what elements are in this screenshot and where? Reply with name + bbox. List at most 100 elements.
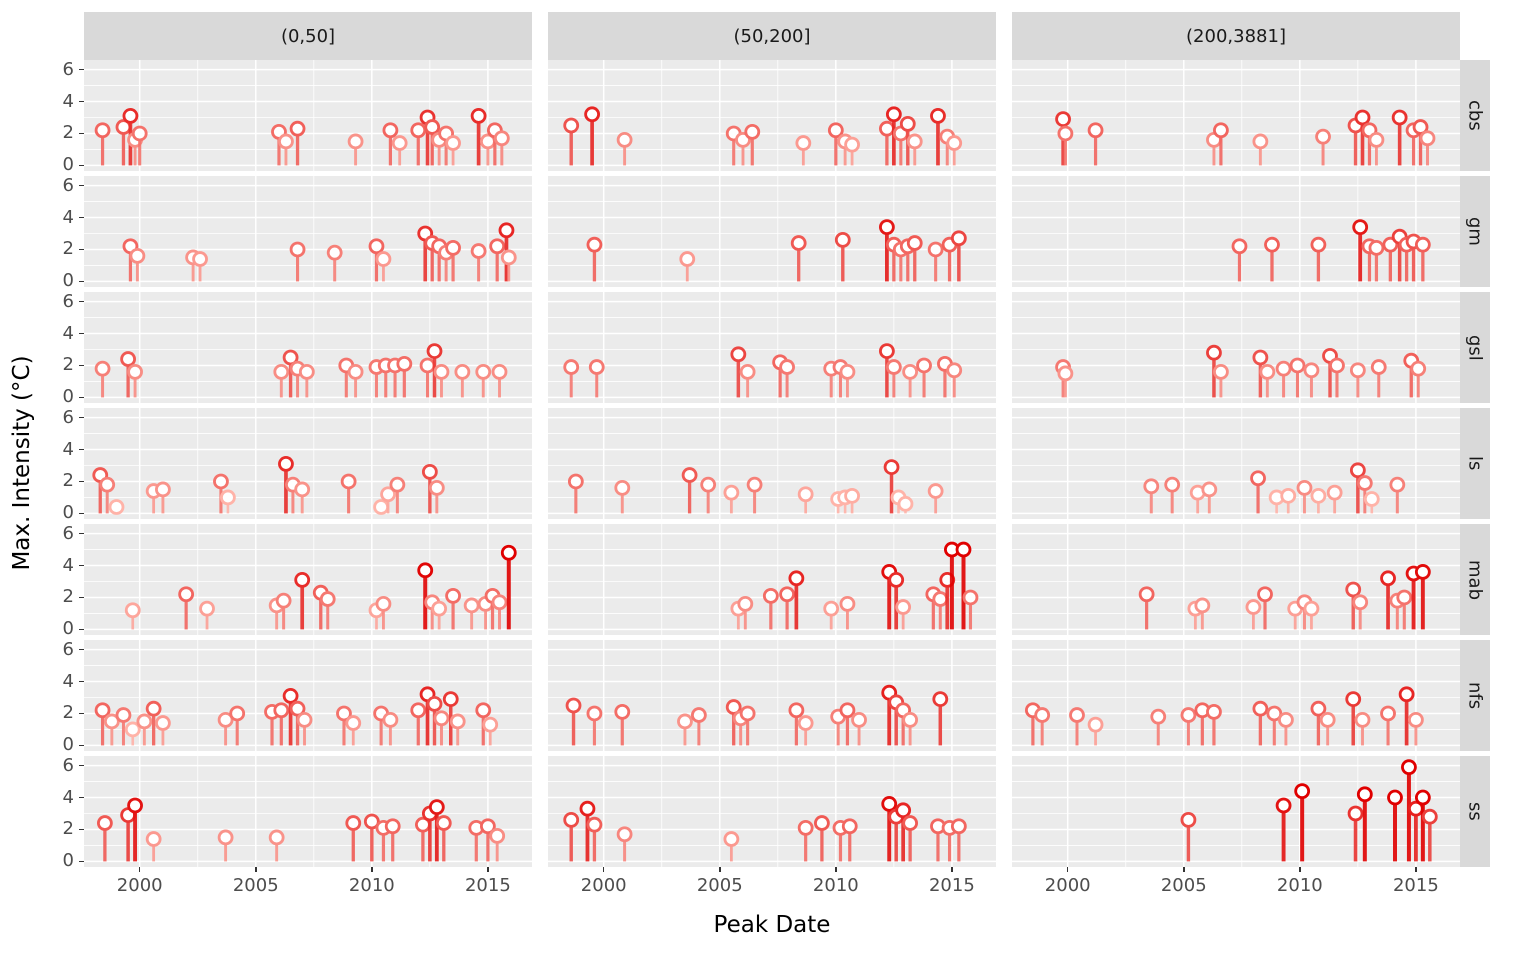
lollipop-point — [298, 363, 315, 380]
lollipop-point — [428, 799, 445, 816]
lollipop-point — [213, 473, 229, 490]
lollipop-point — [1303, 600, 1320, 617]
lollipop-point — [563, 811, 580, 828]
lollipop-point — [762, 587, 779, 604]
lollipop-point — [795, 135, 812, 151]
lollipop-point — [879, 343, 895, 359]
lollipop-point — [426, 695, 443, 712]
facet-panel-ls-1 — [548, 408, 996, 519]
facet-panel-gm-1 — [548, 176, 996, 287]
lollipop-point — [563, 359, 580, 375]
lollipop-point — [902, 815, 919, 831]
lollipop-point — [220, 489, 236, 506]
lollipop-point — [500, 544, 517, 561]
facet-panel-nfs-0 — [84, 640, 532, 751]
y-tick-label: 2 — [62, 586, 74, 608]
y-tick-mark — [79, 216, 84, 219]
lollipop-point — [563, 117, 580, 134]
y-tick-mark — [79, 860, 84, 863]
facet-strip-label: gsl — [1464, 334, 1486, 361]
x-tick-label: 2005 — [232, 875, 279, 896]
facet-strip-row-ls: ls — [1460, 408, 1490, 519]
y-tick-mark — [79, 300, 84, 303]
lollipop-point — [345, 715, 362, 731]
lollipop-point — [380, 486, 396, 503]
lollipop-point — [895, 802, 912, 819]
lollipop-point — [1275, 797, 1292, 814]
lollipop-point — [470, 243, 487, 259]
lollipop-point — [725, 699, 742, 715]
y-tick-label: 0 — [62, 386, 74, 408]
y-axis-title: Max. Intensity (°C) — [9, 355, 35, 571]
lollipop-point — [1370, 359, 1387, 375]
lollipop-point — [779, 359, 795, 375]
lollipop-point — [120, 351, 137, 367]
lollipop-point — [155, 481, 171, 498]
x-tick-mark — [371, 867, 373, 872]
lollipop-point — [347, 133, 364, 150]
panel-background — [1012, 756, 1460, 867]
x-tick-mark — [1066, 867, 1069, 872]
lollipop-point — [433, 363, 450, 380]
lollipop-point — [1407, 711, 1424, 728]
lollipop-point — [1310, 487, 1327, 504]
lollipop-point — [1363, 491, 1380, 507]
lollipop-point — [217, 829, 234, 846]
x-tick-mark — [1299, 867, 1301, 872]
lollipop-point — [746, 476, 763, 493]
lollipop-point — [1138, 586, 1155, 603]
lollipop-point — [1345, 581, 1362, 598]
lollipop-point — [881, 796, 898, 812]
lollipop-point — [382, 711, 399, 728]
lollipop-point — [294, 571, 311, 588]
lollipop-point — [1206, 344, 1222, 361]
facet-panel-ls-2 — [1012, 408, 1460, 519]
lollipop-point — [382, 122, 399, 139]
lollipop-point — [902, 363, 919, 380]
lollipop-point — [1143, 478, 1160, 495]
panel-background — [548, 756, 996, 867]
lollipop-point — [1349, 362, 1366, 379]
lollipop-point — [1389, 476, 1406, 493]
lollipop-point — [1087, 122, 1104, 139]
lollipop-point — [449, 713, 466, 730]
lollipop-point — [426, 343, 443, 359]
x-tick-mark — [1415, 867, 1417, 872]
lollipop-point — [1310, 700, 1327, 717]
y-tick-mark — [79, 248, 84, 251]
lollipop-point — [899, 115, 916, 132]
lollipop-point — [737, 595, 754, 612]
lollipop-point — [897, 495, 914, 512]
lollipop-point — [217, 711, 234, 728]
lollipop-point — [1349, 462, 1366, 479]
lollipop-point — [677, 713, 693, 730]
lollipop-point — [844, 487, 860, 504]
lollipop-point — [273, 363, 290, 380]
y-tick-mark — [79, 764, 84, 767]
lollipop-point — [278, 133, 294, 150]
facet-panel-mab-1 — [548, 524, 996, 635]
lollipop-point — [1213, 363, 1229, 380]
panel-background — [548, 176, 996, 287]
lollipop-point — [1354, 711, 1371, 728]
facet-strip-label: (200,3881] — [1186, 25, 1286, 47]
lollipop-point — [841, 818, 858, 835]
lollipop-point — [424, 119, 441, 135]
lollipop-point — [779, 586, 795, 603]
lollipop-point — [1414, 564, 1431, 580]
lollipop-point — [946, 135, 963, 151]
lollipop-point — [962, 589, 979, 606]
lollipop-point — [839, 702, 856, 719]
lollipop-point — [1356, 786, 1373, 803]
lollipop-point — [475, 363, 492, 380]
lollipop-point — [902, 711, 919, 728]
facet-strip-col-1: (0,50] — [84, 12, 532, 60]
lollipop-point — [950, 230, 967, 247]
lollipop-point — [681, 467, 698, 483]
facet-panel-gm-0 — [84, 176, 532, 287]
lollipop-point — [1391, 109, 1408, 126]
panel-background — [1012, 408, 1460, 519]
lollipop-point — [827, 122, 844, 139]
lollipop-point — [1252, 700, 1269, 717]
